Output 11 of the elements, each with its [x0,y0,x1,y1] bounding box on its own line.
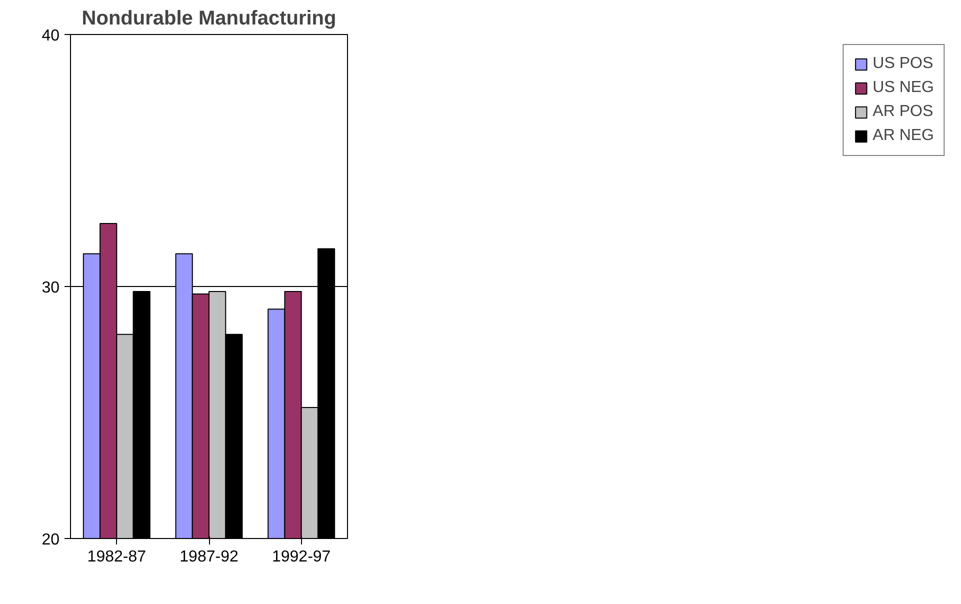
x-tick-label: 1992-97 [272,548,331,566]
x-tick-label: 1987-92 [180,548,238,566]
chart-title: Nondurable Manufacturing [82,8,336,30]
y-tick-label: 30 [42,280,60,296]
x-tick-label: 1982-87 [87,548,146,566]
legend-label: US NEG [872,79,934,97]
legend-label: AR POS [872,103,934,121]
legend-label: US POS [872,55,934,73]
y-tick-label: 40 [42,28,60,44]
y-tick-label: 20 [42,532,60,548]
legend-label: AR NEG [872,127,934,145]
